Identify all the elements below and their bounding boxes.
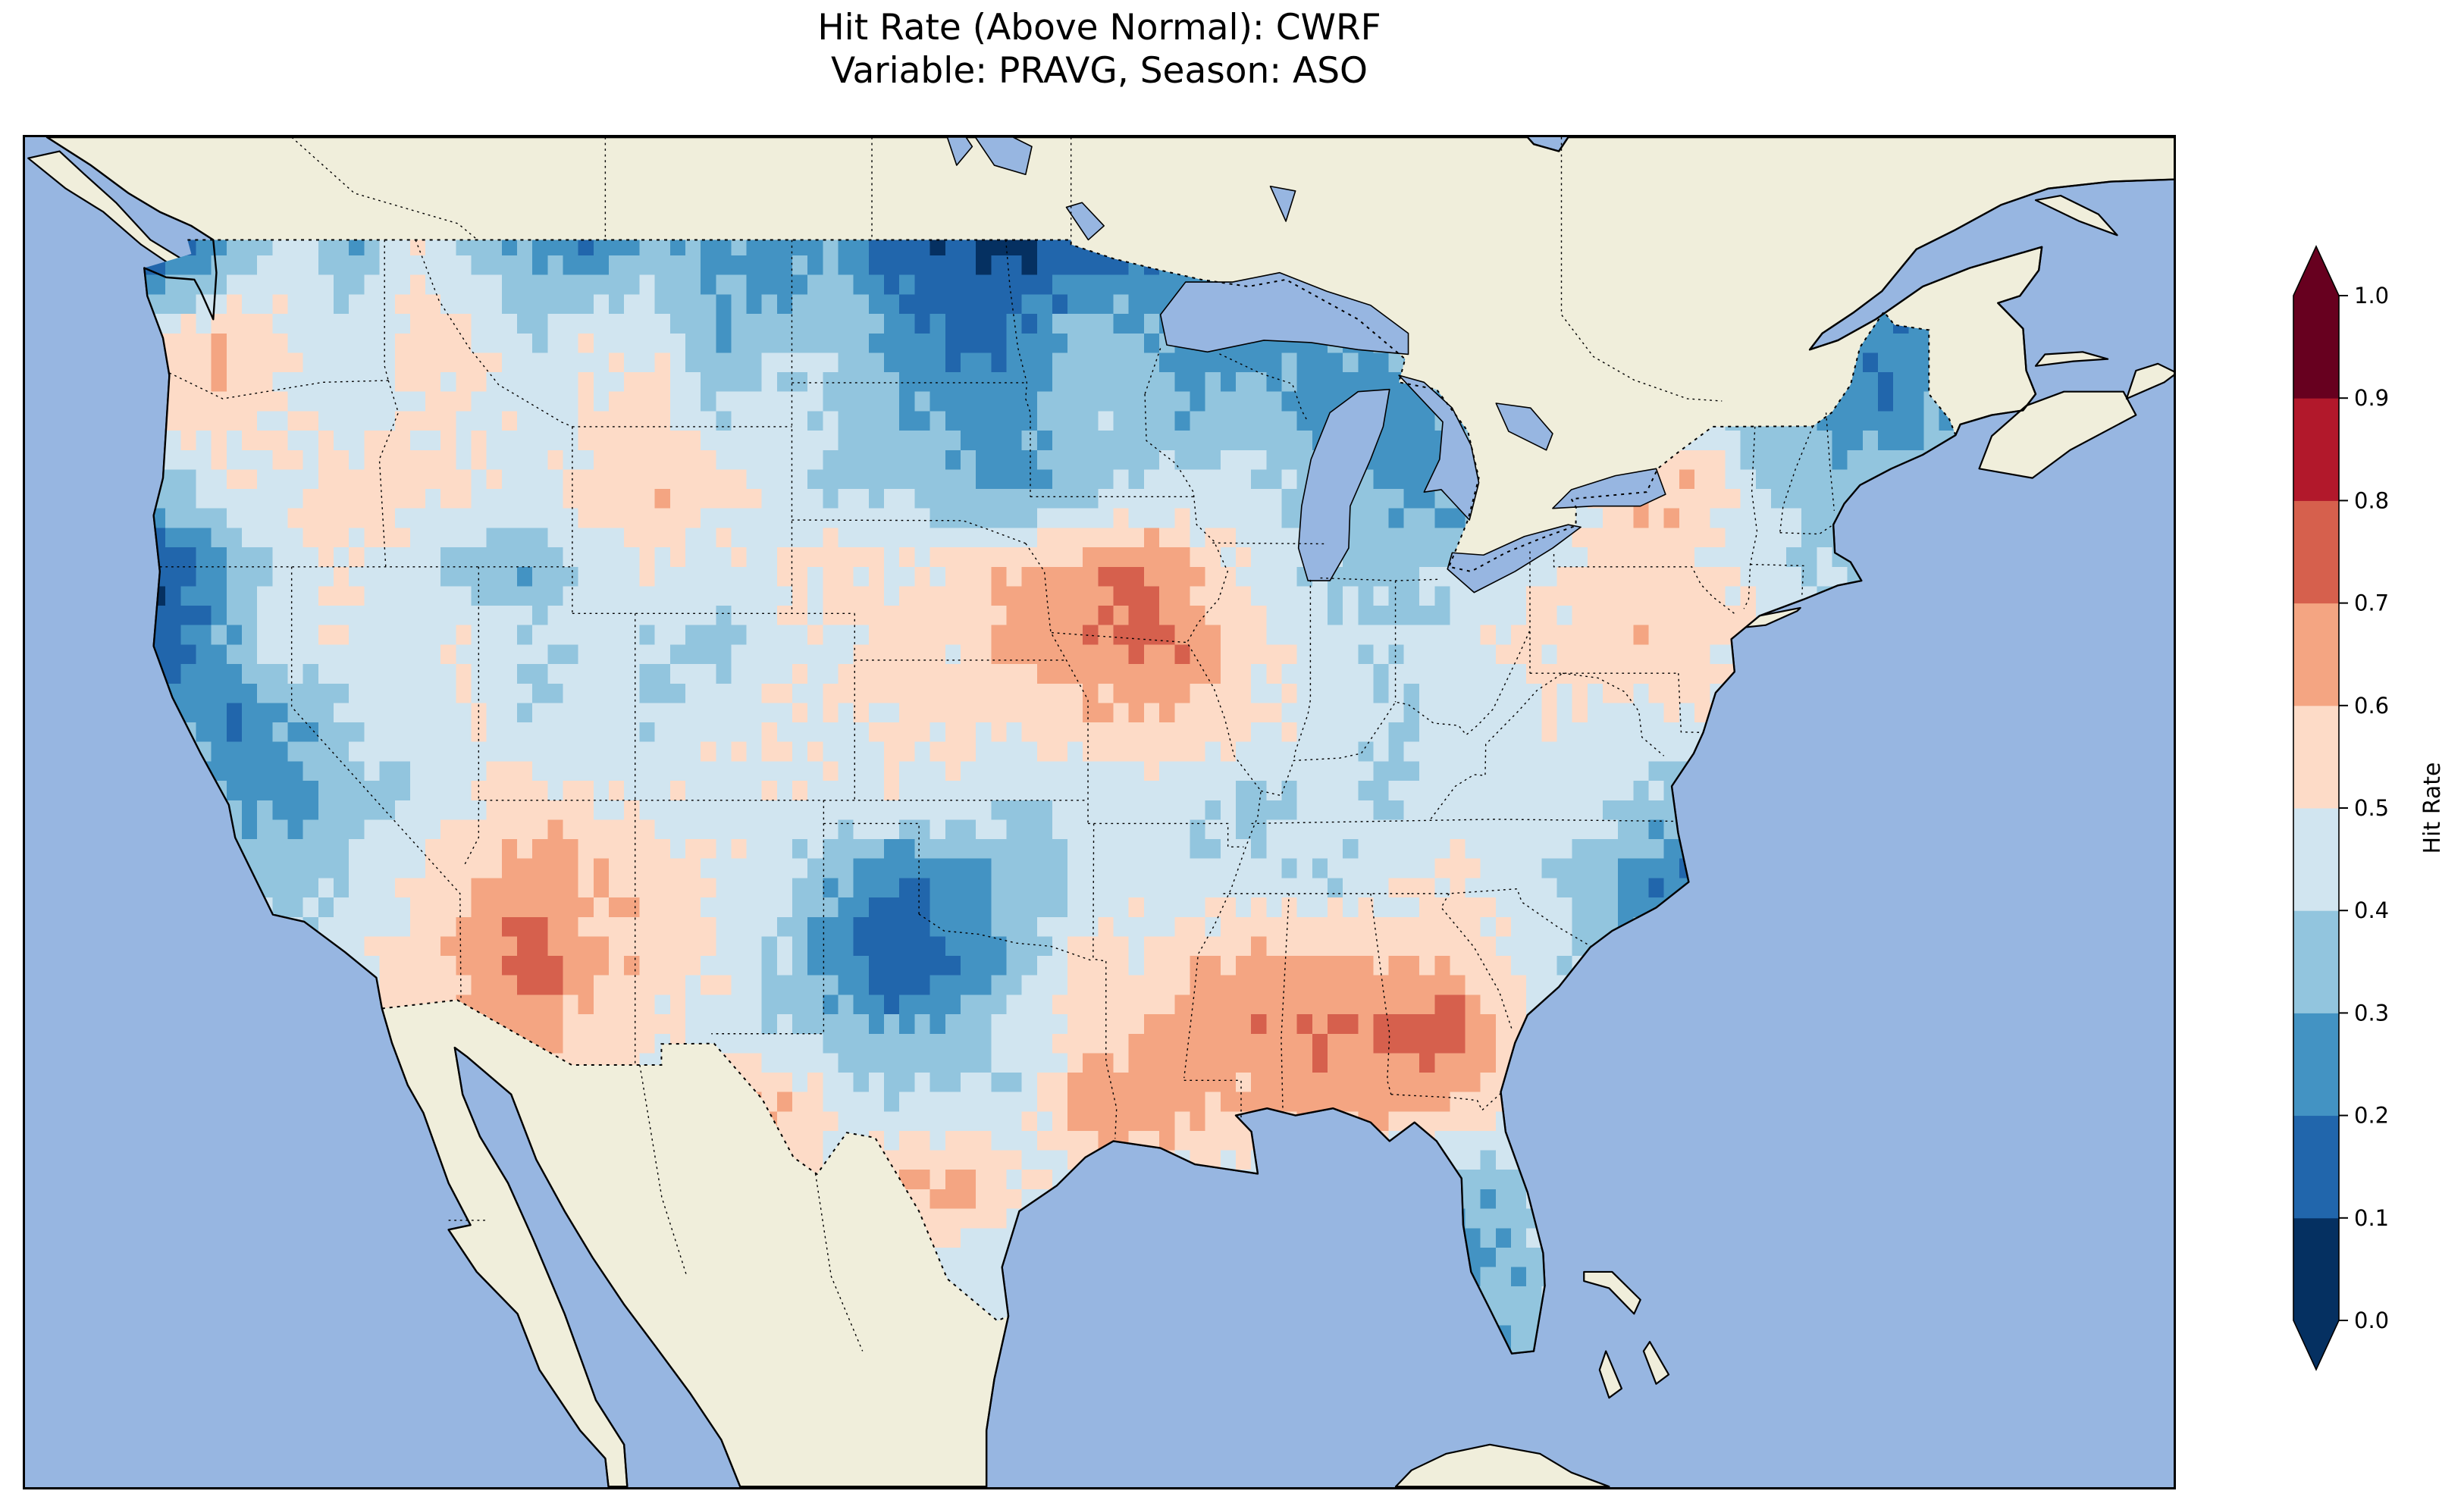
country-borders-layer (187, 239, 1957, 1322)
island (1978, 390, 2137, 479)
lake (1269, 185, 1296, 222)
colorbar-tick-label: 0.4 (2354, 897, 2389, 923)
colorbar-extend-min (2293, 1320, 2339, 1370)
island (2125, 362, 2174, 400)
colorbar-band (2293, 500, 2339, 604)
lake (1447, 524, 1582, 594)
lake (1065, 202, 1105, 241)
colorbar-band (2293, 296, 2339, 399)
lakes-layer (946, 137, 1666, 594)
colorbar-band (2293, 910, 2339, 1013)
colorbar-tick-label: 0.7 (2354, 590, 2389, 616)
lake (1552, 468, 1666, 509)
colorbar-band (2293, 705, 2339, 809)
colorbar-band (2293, 398, 2339, 501)
map-panel (23, 135, 2176, 1489)
colorbar-tick-label: 0.0 (2354, 1308, 2389, 1333)
colorbar-tick-label: 0.6 (2354, 693, 2389, 719)
figure-title-line1: Hit Rate (Above Normal): CWRF (817, 7, 1381, 49)
colorbar-tick-label: 0.2 (2354, 1103, 2389, 1129)
colorbar-tick-label: 0.3 (2354, 1000, 2389, 1026)
lake (1398, 374, 1480, 521)
colorbar-tick-label: 0.9 (2354, 385, 2389, 411)
lake (1159, 271, 1409, 355)
colorbar-extend-max (2293, 246, 2339, 296)
colorbar-tick-label: 0.8 (2354, 487, 2389, 513)
us-hit-rate-map (25, 137, 2174, 1487)
colorbar-tick-label: 0.5 (2354, 795, 2389, 821)
colorbar-tick-label: 1.0 (2354, 283, 2389, 309)
island (2034, 351, 2109, 367)
island (1394, 1443, 1610, 1487)
colorbar-svg: 1.0 0.9 0.8 0.7 0.6 0.5 0.4 0.3 0.2 0.1 0.0 Hit Rat… (2293, 245, 2446, 1371)
figure-title: Hit Rate (Above Normal): CWRF Variable: … (23, 6, 2176, 93)
colorbar: 1.0 0.9 0.8 0.7 0.6 0.5 0.4 0.3 0.2 0.1 0.0 Hit Rat… (2274, 231, 2464, 1402)
lake (1297, 388, 1390, 581)
colorbar-band (2293, 1217, 2339, 1321)
island (1598, 1350, 1623, 1399)
island (1583, 1270, 1641, 1315)
colorbar-band (2293, 603, 2339, 706)
colorbar-axis-label: Hit Rate (2419, 763, 2446, 854)
lake (946, 137, 973, 166)
figure-title-line2: Variable: PRAVG, Season: ASO (830, 50, 1368, 92)
colorbar-tick-label: 0.1 (2354, 1205, 2389, 1231)
colorbar-band (2293, 1013, 2339, 1117)
coastline-layer (45, 137, 2174, 1487)
state-borders-layer (159, 137, 1835, 1351)
colorbar-band (2293, 808, 2339, 911)
lake (1495, 402, 1553, 451)
island (1642, 1341, 1670, 1385)
island (2034, 195, 2118, 236)
colorbar-band (2293, 1115, 2339, 1219)
lake (974, 137, 1033, 176)
